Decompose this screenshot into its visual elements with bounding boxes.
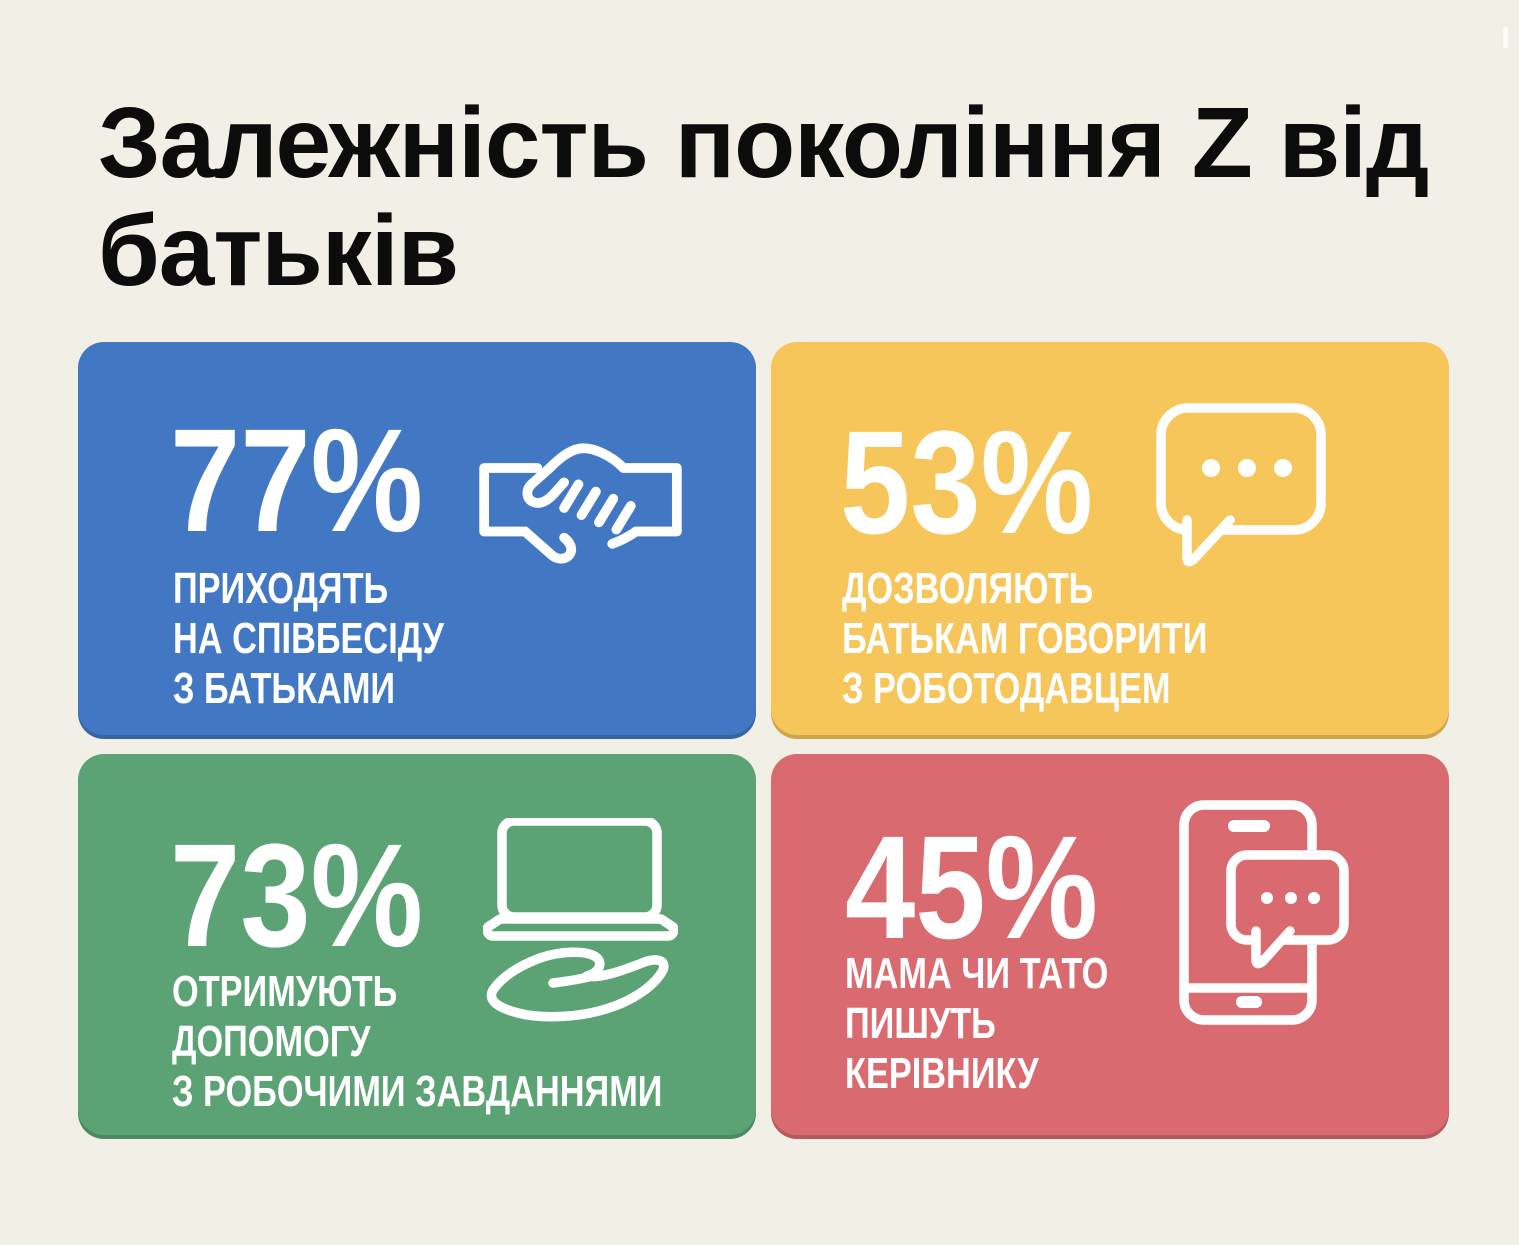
percent-value: 53% (840, 401, 1094, 565)
title-line-1: Залежність покоління Z від (98, 87, 1429, 199)
caption-line: КЕРІВНИКУ (845, 1049, 1039, 1098)
caption-line: З РОБОЧИМИ ЗАВДАННЯМИ (172, 1067, 663, 1116)
laptop-hand-icon (483, 818, 678, 1022)
stat-caption: ОТРИМУЮТЬ ДОПОМОГУ З РОБОЧИМИ ЗАВДАННЯМИ (172, 967, 662, 1117)
stat-card-interview-with-parents: 77% ПРИХОДЯТЬ НА СПІВБЕСІДУ З БАТЬКАМИ (78, 342, 756, 739)
stat-card-parents-talk-to-employer: 53% ДОЗВОЛЯЮТЬ БАТЬКАМ ГОВОРИТИ З РОБОТО… (771, 342, 1449, 739)
caption-line: ПИШУТЬ (845, 999, 996, 1048)
caption-line: НА СПІВБЕСІДУ (173, 614, 444, 663)
stat-caption: ПРИХОДЯТЬ НА СПІВБЕСІДУ З БАТЬКАМИ (173, 564, 444, 714)
stat-card-help-with-work-tasks: 73% ОТРИМУЮТЬ ДОПОМОГУ З РОБОЧИМИ ЗАВДАН… (78, 754, 756, 1139)
stat-caption: МАМА ЧИ ТАТО ПИШУТЬ КЕРІВНИКУ (845, 949, 1108, 1099)
page-title: Залежність покоління Z від батьків (98, 89, 1498, 305)
chat-bubble-icon (1156, 403, 1326, 567)
caption-line: БАТЬКАМ ГОВОРИТИ (842, 614, 1208, 663)
phone-chat-icon (1179, 800, 1349, 1025)
percent-value: 45% (845, 806, 1099, 970)
caption-line: З РОБОТОДАВЦЕМ (842, 664, 1171, 713)
caption-line: ДОПОМОГУ (172, 1017, 371, 1066)
caption-line: ПРИХОДЯТЬ (173, 564, 389, 613)
title-line-2: батьків (98, 195, 459, 307)
handshake-icon (479, 443, 682, 564)
stat-caption: ДОЗВОЛЯЮТЬ БАТЬКАМ ГОВОРИТИ З РОБОТОДАВЦ… (842, 564, 1207, 714)
percent-value: 73% (170, 814, 424, 978)
caption-line: МАМА ЧИ ТАТО (845, 949, 1109, 998)
stat-card-parents-text-manager: 45% МАМА ЧИ ТАТО ПИШУТЬ КЕРІВНИКУ (771, 754, 1449, 1139)
caption-line: З БАТЬКАМИ (173, 664, 396, 713)
caption-line: ОТРИМУЮТЬ (172, 967, 398, 1016)
corner-tick-decoration (1503, 27, 1508, 48)
caption-line: ДОЗВОЛЯЮТЬ (842, 564, 1094, 613)
percent-value: 77% (170, 399, 424, 563)
